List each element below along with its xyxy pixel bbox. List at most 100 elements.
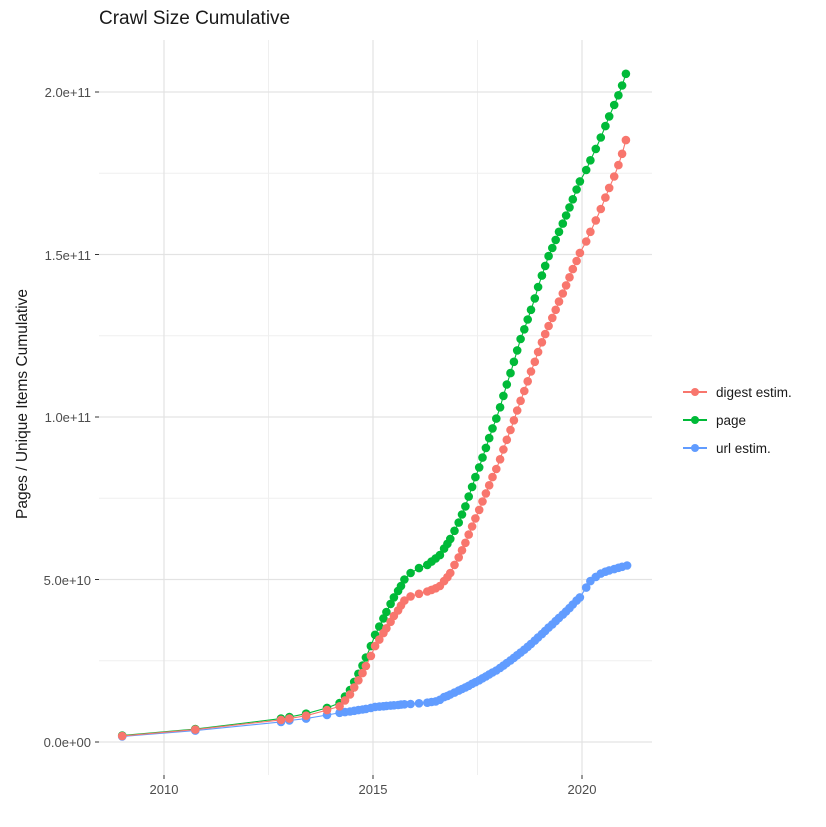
data-point (526, 367, 536, 376)
data-point (512, 346, 522, 355)
data-point (540, 329, 550, 339)
data-point (604, 183, 614, 193)
axis-ticks (95, 91, 583, 779)
data-point (457, 546, 467, 555)
series-page (117, 69, 631, 740)
data-point (506, 368, 515, 378)
data-point (596, 204, 606, 214)
minor-gridlines (99, 40, 652, 775)
data-point (484, 433, 494, 443)
data-point (382, 624, 391, 633)
data-point (509, 357, 519, 367)
data-point (544, 251, 553, 261)
data-point (499, 391, 508, 401)
data-point (537, 338, 547, 347)
data-point (461, 502, 470, 511)
legend-key-dot (690, 415, 700, 425)
data-point (478, 453, 487, 462)
data-point (609, 172, 619, 181)
data-point (581, 583, 591, 592)
data-point (512, 406, 522, 415)
data-point (586, 227, 595, 237)
data-point (621, 135, 631, 145)
y-tick-label: 1.0e+11 (44, 410, 91, 425)
data-point (335, 702, 344, 711)
data-point (561, 281, 571, 290)
series-url-estim (117, 561, 632, 741)
data-point (354, 676, 363, 685)
data-point (537, 271, 547, 280)
data-point (406, 699, 415, 709)
legend-key-dot (690, 387, 700, 397)
data-point (502, 380, 512, 389)
data-point (554, 227, 564, 237)
data-point (561, 211, 571, 220)
data-point (454, 553, 464, 562)
data-point (533, 282, 543, 292)
data-point (558, 219, 568, 228)
data-point (340, 696, 350, 705)
legend-key-dot (690, 443, 700, 453)
data-point (488, 472, 497, 482)
data-point (604, 112, 614, 121)
data-point (386, 599, 395, 609)
data-point (530, 357, 540, 367)
data-point (492, 414, 501, 423)
data-point (389, 593, 399, 602)
data-point (551, 305, 560, 315)
series-digest-estim (117, 135, 631, 741)
data-point (414, 699, 424, 708)
data-point (322, 705, 332, 715)
data-point (488, 424, 497, 433)
data-point (345, 690, 355, 699)
y-tick-label: 2.0e+11 (44, 85, 91, 100)
data-point (551, 235, 560, 245)
data-point (414, 589, 424, 599)
data-point (520, 386, 529, 396)
data-point (375, 635, 384, 644)
data-point (575, 177, 585, 186)
data-point (396, 581, 406, 591)
data-point (400, 700, 409, 709)
data-point (565, 273, 574, 282)
data-point (366, 651, 376, 661)
legend-key-icon (683, 440, 707, 456)
legend-item-label: page (716, 412, 747, 428)
data-point (464, 492, 474, 501)
data-point (406, 592, 415, 601)
data-point (454, 518, 464, 527)
legend: digest estim. page url estim. (683, 378, 792, 462)
data-point (457, 510, 467, 519)
data-point (467, 522, 477, 531)
legend-item-digest-estim: digest estim. (683, 378, 792, 406)
data-point (509, 416, 519, 425)
chart-title: Crawl Size Cumulative (99, 8, 291, 29)
data-point (548, 243, 557, 253)
data-point (502, 435, 512, 445)
data-point (581, 165, 591, 175)
data-point (400, 575, 409, 584)
data-point (361, 661, 371, 671)
x-tick-label: 2015 (358, 782, 388, 797)
data-point (572, 256, 581, 266)
data-point (117, 731, 127, 741)
data-point (375, 622, 384, 631)
data-point (400, 596, 409, 605)
data-point (382, 607, 391, 617)
data-point (540, 261, 550, 271)
legend-item-label: url estim. (716, 440, 771, 456)
x-tick-label: 2010 (149, 782, 179, 797)
major-gridlines (99, 40, 652, 775)
data-point (523, 315, 532, 324)
data-point (349, 683, 359, 692)
data-point (622, 561, 632, 570)
data-point (548, 313, 557, 323)
data-point (523, 377, 532, 386)
data-point (591, 216, 601, 225)
data-point (191, 725, 200, 734)
data-point (495, 455, 505, 464)
data-point (572, 185, 581, 194)
data-point (474, 463, 484, 472)
